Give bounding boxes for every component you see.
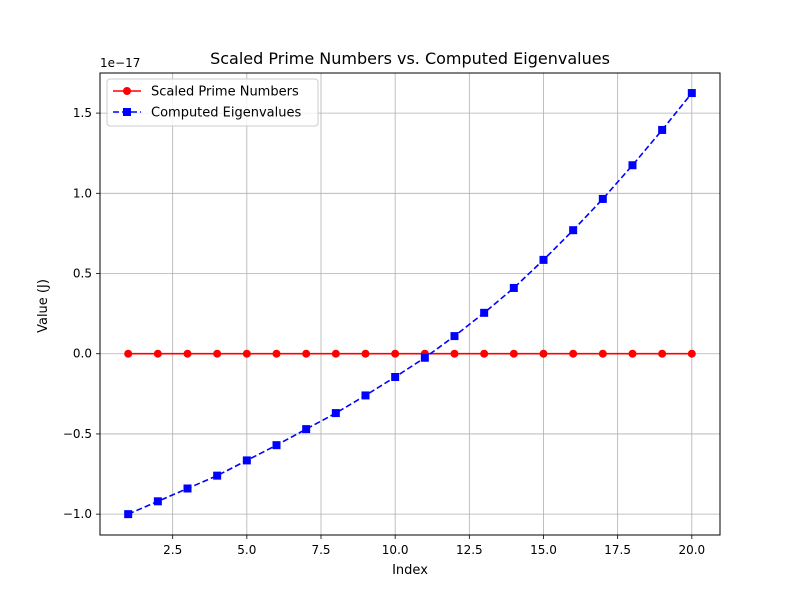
- y-tick-label: −1.0: [63, 507, 92, 521]
- data-point: [391, 349, 400, 358]
- data-point: [183, 484, 192, 493]
- data-point: [272, 349, 281, 358]
- y-tick-label: 1.0: [73, 186, 92, 200]
- data-point: [153, 349, 162, 358]
- data-point: [420, 353, 429, 362]
- y-tick-label: −0.5: [63, 427, 92, 441]
- series-line: [127, 92, 693, 515]
- data-point: [539, 255, 548, 264]
- legend: Scaled Prime Numbers Computed Eigenvalues: [106, 78, 319, 127]
- x-tick-label: 5.0: [237, 543, 256, 557]
- data-point: [658, 349, 667, 358]
- data-point: [480, 308, 489, 317]
- plot-frame: [99, 72, 721, 536]
- legend-entry: Computed Eigenvalues: [113, 106, 301, 121]
- data-point: [124, 349, 133, 358]
- data-point: [302, 349, 311, 358]
- y-axis-offset-label: 1e−17: [100, 56, 140, 70]
- data-point: [331, 409, 340, 418]
- data-point: [213, 349, 222, 358]
- data-point: [569, 349, 578, 358]
- data-point: [153, 497, 162, 506]
- data-point: [539, 349, 548, 358]
- series-0: [124, 349, 696, 358]
- x-tick-label: 2.5: [163, 543, 182, 557]
- y-tick-label: 0.5: [73, 267, 92, 281]
- series-layer: [124, 89, 696, 519]
- x-axis-label: Index: [392, 563, 428, 578]
- data-point: [183, 349, 192, 358]
- series-1: [124, 89, 696, 519]
- data-point: [509, 283, 518, 292]
- data-point: [569, 226, 578, 235]
- x-tick-label: 17.5: [604, 543, 631, 557]
- data-point: [628, 349, 637, 358]
- x-tick-label: 20.0: [678, 543, 705, 557]
- data-point: [124, 510, 133, 519]
- legend-label: Scaled Prime Numbers: [151, 85, 299, 100]
- data-point: [450, 332, 459, 341]
- data-point: [302, 425, 311, 434]
- legend-label: Computed Eigenvalues: [151, 106, 301, 121]
- data-point: [391, 372, 400, 381]
- data-point: [331, 349, 340, 358]
- legend-entry: Scaled Prime Numbers: [113, 85, 299, 100]
- data-point: [687, 89, 696, 98]
- x-tick-label: 15.0: [530, 543, 557, 557]
- x-tick-label: 7.5: [311, 543, 330, 557]
- data-point: [242, 456, 251, 465]
- data-point: [361, 391, 370, 400]
- y-tick-label: 1.5: [73, 106, 92, 120]
- x-tick-label: 12.5: [456, 543, 483, 557]
- data-point: [242, 349, 251, 358]
- legend-marker: [123, 108, 131, 116]
- legend-marker: [123, 87, 131, 95]
- data-point: [509, 349, 518, 358]
- data-point: [272, 441, 281, 450]
- x-tick-label: 10.0: [382, 543, 409, 557]
- data-point: [361, 349, 370, 358]
- data-point: [598, 194, 607, 203]
- legend-box: [106, 78, 319, 127]
- data-point: [628, 161, 637, 170]
- data-point: [480, 349, 489, 358]
- ticks: 2.5 5.0 7.5 10.0 12.5 15.0 17.5 20.0 −1.0 −0.5 0.0…: [63, 106, 705, 557]
- data-point: [687, 349, 696, 358]
- data-point: [658, 125, 667, 134]
- data-point: [598, 349, 607, 358]
- y-tick-label: 0.0: [73, 347, 92, 361]
- data-point: [450, 349, 459, 358]
- chart-title: Scaled Prime Numbers vs. Computed Eigenv…: [210, 49, 610, 68]
- data-point: [213, 471, 222, 480]
- y-axis-label: Value (J): [36, 279, 51, 333]
